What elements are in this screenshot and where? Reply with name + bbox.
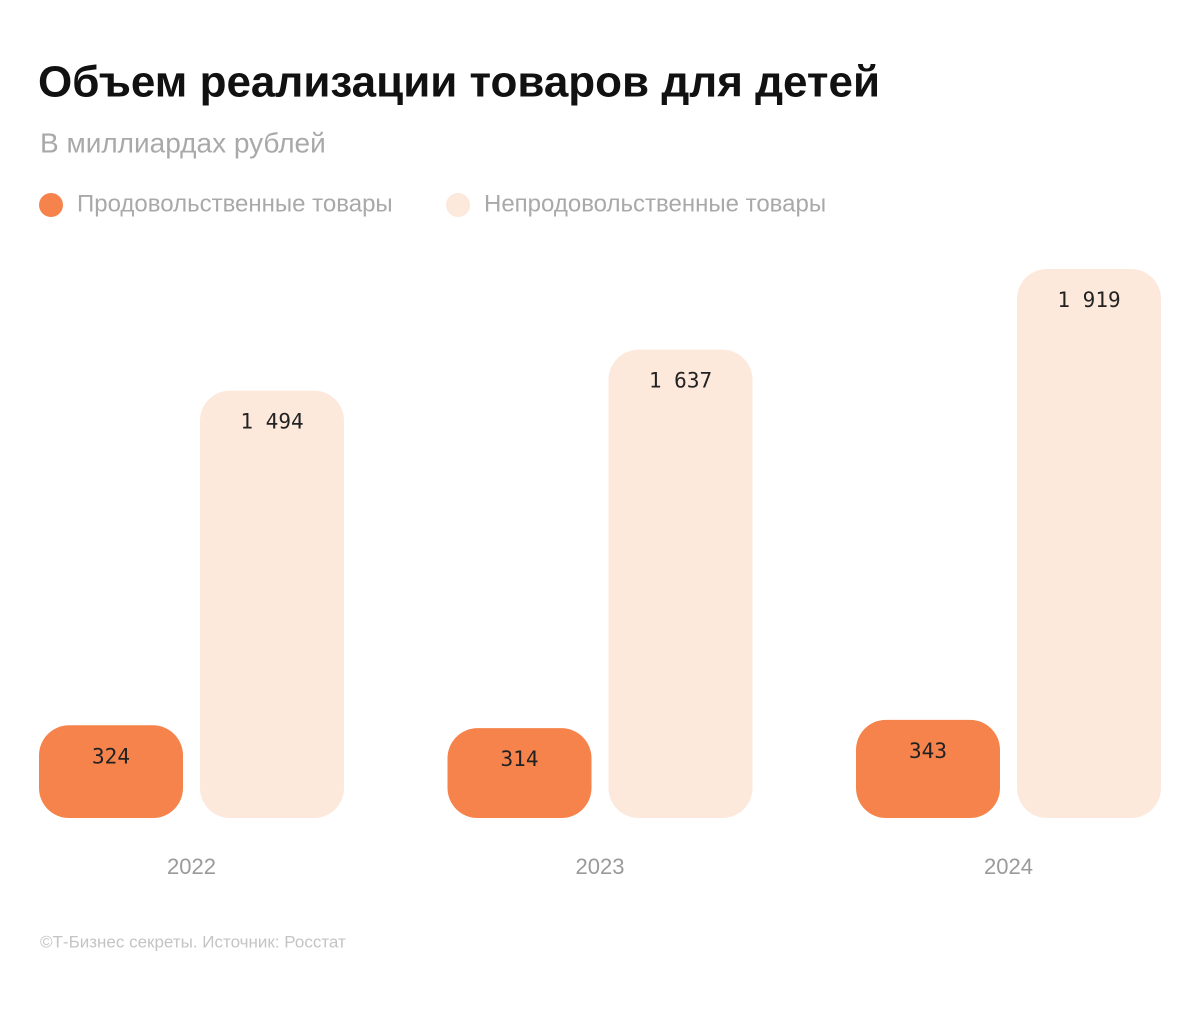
x-tick-label: 2022: [167, 854, 216, 879]
value-label: 1 494: [240, 410, 303, 434]
chart-title: Объем реализации товаров для детей: [38, 58, 880, 107]
source-note: ©Т-Бизнес секреты. Источник: Росстат: [40, 932, 346, 951]
bar: [39, 725, 183, 818]
value-label: 1 637: [649, 369, 712, 393]
bar: [447, 728, 592, 818]
bar: [200, 390, 344, 818]
legend-swatch: [39, 193, 63, 217]
x-tick-label: 2023: [576, 854, 625, 879]
bar: [1017, 269, 1161, 818]
value-label: 324: [92, 744, 130, 768]
chart-subtitle: В миллиардах рублей: [40, 127, 326, 158]
value-label: 314: [501, 747, 539, 771]
bar: [856, 719, 1000, 818]
legend-swatch: [446, 193, 470, 217]
bar: [608, 349, 753, 818]
legend-label: Продовольственные товары: [77, 190, 393, 217]
value-label: 343: [909, 739, 947, 763]
legend-label: Непродовольственные товары: [484, 190, 826, 217]
x-tick-label: 2024: [984, 854, 1033, 879]
value-label: 1 919: [1057, 288, 1120, 312]
